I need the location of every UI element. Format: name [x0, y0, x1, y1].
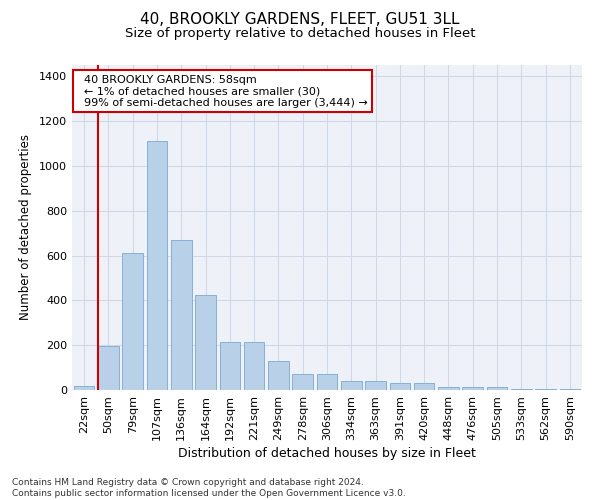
Bar	[244, 342, 265, 390]
Bar	[463, 386, 483, 390]
X-axis label: Distribution of detached houses by size in Fleet: Distribution of detached houses by size …	[178, 447, 476, 460]
Bar	[341, 382, 362, 390]
Bar	[268, 361, 289, 390]
Bar	[122, 254, 143, 390]
Bar	[146, 141, 167, 390]
Bar	[171, 240, 191, 390]
Bar	[195, 294, 216, 390]
Bar	[74, 386, 94, 390]
Bar	[414, 384, 434, 390]
Text: Contains HM Land Registry data © Crown copyright and database right 2024.
Contai: Contains HM Land Registry data © Crown c…	[12, 478, 406, 498]
Y-axis label: Number of detached properties: Number of detached properties	[19, 134, 32, 320]
Bar	[389, 384, 410, 390]
Bar	[487, 386, 508, 390]
Bar	[365, 382, 386, 390]
Text: 40 BROOKLY GARDENS: 58sqm
  ← 1% of detached houses are smaller (30)
  99% of se: 40 BROOKLY GARDENS: 58sqm ← 1% of detach…	[77, 74, 368, 108]
Bar	[98, 346, 119, 390]
Bar	[438, 386, 459, 390]
Text: 40, BROOKLY GARDENS, FLEET, GU51 3LL: 40, BROOKLY GARDENS, FLEET, GU51 3LL	[140, 12, 460, 28]
Bar	[292, 374, 313, 390]
Bar	[220, 342, 240, 390]
Text: Size of property relative to detached houses in Fleet: Size of property relative to detached ho…	[125, 28, 475, 40]
Bar	[317, 374, 337, 390]
